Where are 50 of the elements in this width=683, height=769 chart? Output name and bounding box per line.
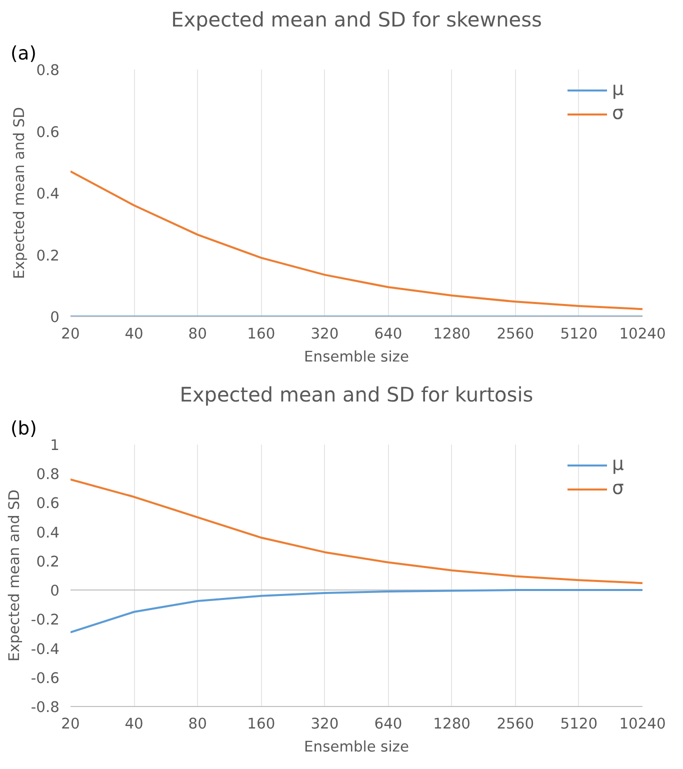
y-tick-label: 0.8 bbox=[36, 466, 60, 484]
x-tick-label: 5120 bbox=[560, 716, 598, 732]
line-series bbox=[70, 170, 642, 310]
x-tick-label: 160 bbox=[247, 716, 276, 732]
y-tick-label: -0.8 bbox=[30, 699, 60, 716]
x-tick-label: 40 bbox=[124, 326, 144, 342]
x-tick-label: 640 bbox=[374, 716, 402, 732]
chart-title: Expected mean and SD for skewness bbox=[171, 8, 542, 32]
x-tick-label: 40 bbox=[124, 716, 144, 732]
line-series bbox=[70, 589, 642, 634]
x-axis-title: Ensemble size bbox=[304, 348, 409, 366]
x-tick-label: 1280 bbox=[433, 716, 470, 732]
x-tick-label: 2560 bbox=[496, 326, 534, 342]
y-tick-label: 0.6 bbox=[36, 495, 60, 512]
legend-label: σ bbox=[612, 478, 625, 499]
y-tick-label: 0.8 bbox=[36, 62, 60, 79]
x-tick-label: 5120 bbox=[560, 326, 598, 342]
legend-label: μ bbox=[612, 79, 625, 100]
x-tick-label: 10240 bbox=[619, 326, 666, 342]
x-tick-label: 320 bbox=[310, 326, 339, 342]
y-tick-label: 0.2 bbox=[36, 553, 60, 570]
y-tick-label: 0.4 bbox=[36, 524, 60, 542]
y-tick-label: 0.4 bbox=[36, 186, 60, 202]
y-tick-label: -0.4 bbox=[30, 640, 60, 658]
x-tick-label: 80 bbox=[188, 326, 207, 342]
x-tick-label: 1280 bbox=[433, 326, 470, 342]
text: (a) bbox=[10, 44, 36, 64]
x-tick-label: 10240 bbox=[619, 716, 666, 732]
x-tick-label: 160 bbox=[247, 326, 276, 342]
legend-label: σ bbox=[612, 103, 625, 124]
line-series bbox=[70, 478, 642, 584]
y-tick-label: -0.6 bbox=[30, 670, 60, 687]
x-tick-label: 2560 bbox=[496, 716, 534, 732]
x-tick-label: 20 bbox=[61, 326, 80, 342]
y-tick-label: 0.6 bbox=[36, 124, 60, 141]
x-tick-label: 320 bbox=[310, 716, 339, 732]
text: (b) bbox=[10, 418, 37, 440]
legend-label: μ bbox=[612, 454, 625, 475]
y-tick-label: 0 bbox=[50, 582, 60, 600]
y-tick-label: 0.2 bbox=[36, 247, 60, 264]
y-tick-label: 1 bbox=[50, 437, 60, 454]
x-axis-title: Ensemble size bbox=[304, 738, 409, 756]
x-tick-label: 20 bbox=[61, 716, 80, 732]
chart-title: Expected mean and SD for kurtosis bbox=[180, 382, 534, 406]
y-axis-title: Expected mean and SD bbox=[11, 106, 28, 280]
y-axis-title: Expected mean and SD bbox=[6, 489, 23, 662]
y-tick-label: -0.2 bbox=[30, 612, 60, 629]
x-tick-label: 640 bbox=[374, 326, 402, 342]
y-tick-label: 0 bbox=[50, 309, 60, 326]
x-tick-label: 80 bbox=[188, 716, 207, 732]
